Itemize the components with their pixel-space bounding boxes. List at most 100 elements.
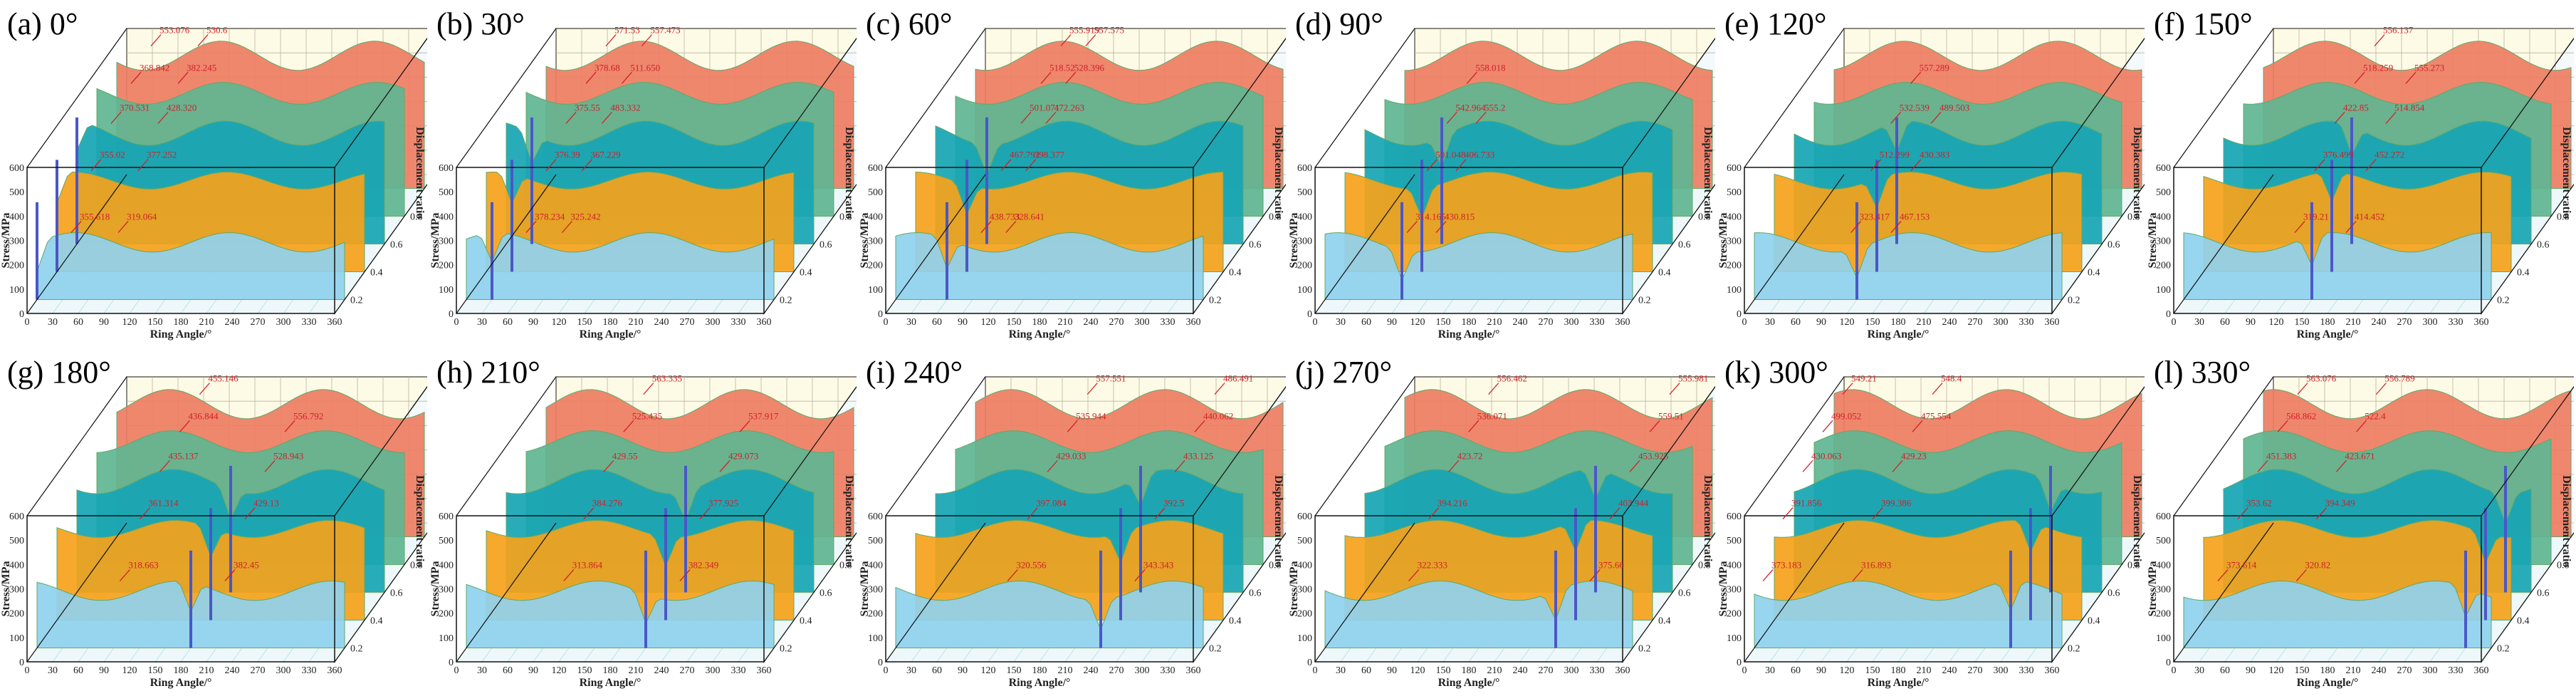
chart-svg: 0 30 60 90 120 150 180 210 240 270 300 330 360 0 100 20… bbox=[859, 6, 1286, 341]
peak-arrow bbox=[525, 221, 537, 233]
stress-surface-layer-1 bbox=[2183, 580, 2492, 648]
x-tick-label: 180 bbox=[1462, 665, 1477, 676]
depth-edge bbox=[2173, 174, 2274, 314]
peak-arrow bbox=[1468, 420, 1480, 432]
x-tick-label: 330 bbox=[2019, 665, 2034, 676]
peak-arrow bbox=[2315, 507, 2327, 520]
x-tick-label: 300 bbox=[1994, 665, 2009, 676]
peak-arrow bbox=[224, 569, 236, 581]
stress-surface-layer-2 bbox=[1774, 172, 2083, 272]
z-tick-label: 0.6 bbox=[1678, 240, 1691, 251]
y-axis-label: Stress/MPa bbox=[859, 561, 871, 617]
x-tick-label: 210 bbox=[629, 317, 644, 328]
x-tick-label: 30 bbox=[477, 665, 487, 676]
peak-value-label: 375.55 bbox=[575, 102, 600, 113]
peak-arrow bbox=[2374, 34, 2385, 47]
peak-arrow bbox=[1930, 111, 1942, 124]
peak-value-label: 343.343 bbox=[1143, 560, 1173, 571]
y-tick-label: 200 bbox=[1727, 609, 1742, 620]
y-tick-label: 600 bbox=[9, 163, 24, 174]
peak-value-label: 555.2 bbox=[1485, 102, 1505, 113]
z-tick-label: 0.2 bbox=[2068, 296, 2080, 306]
y-tick-label: 0 bbox=[1737, 658, 1742, 668]
y-tick-label: 500 bbox=[2156, 536, 2171, 546]
y-tick-label: 400 bbox=[9, 560, 24, 571]
peak-value-label: 430.383 bbox=[1920, 150, 1949, 160]
peak-arrow bbox=[545, 159, 557, 172]
z-tick-label: 0.8 bbox=[1698, 561, 1711, 571]
x-tick-label: 0 bbox=[884, 665, 889, 676]
peak-arrow bbox=[1850, 221, 1862, 233]
peak-arrow bbox=[1649, 420, 1660, 432]
peak-arrow bbox=[139, 507, 150, 520]
peak-arrow bbox=[1040, 71, 1052, 84]
y-tick-label: 600 bbox=[1727, 511, 1742, 522]
peak-value-label: 571.53 bbox=[614, 25, 640, 36]
peak-arrow bbox=[1910, 159, 1922, 172]
stress-surface-layer-1 bbox=[1754, 581, 2063, 648]
x-tick-label: 240 bbox=[1942, 665, 1957, 676]
x-tick-label: 60 bbox=[1361, 665, 1371, 676]
peak-arrow bbox=[2405, 71, 2417, 84]
panel-title: (d) 90° bbox=[1295, 6, 1383, 41]
stress-surface-layer-1 bbox=[466, 581, 775, 648]
x-tick-label: 0 bbox=[1742, 317, 1747, 328]
peak-value-label: 553.076 bbox=[159, 25, 190, 36]
depth-edge bbox=[1193, 531, 1286, 663]
x-tick-label: 30 bbox=[2194, 665, 2204, 676]
peak-arrow bbox=[1842, 383, 1853, 395]
x-tick-label: 0 bbox=[2172, 665, 2177, 676]
peak-value-label: 522.4 bbox=[2365, 410, 2386, 421]
y-tick-label: 500 bbox=[439, 536, 454, 546]
z-tick-label: 0.6 bbox=[390, 588, 403, 599]
x-tick-label: 240 bbox=[225, 665, 240, 676]
depth-edge bbox=[2481, 37, 2574, 168]
peak-value-label: 501.048 bbox=[1435, 150, 1465, 160]
peak-value-label: 367.229 bbox=[590, 150, 620, 160]
panel-title: (b) 30° bbox=[436, 6, 525, 41]
y-tick-label: 400 bbox=[1297, 212, 1312, 222]
peak-arrow bbox=[565, 111, 577, 124]
peak-arrow bbox=[2314, 159, 2325, 172]
peak-arrow bbox=[679, 569, 691, 581]
depth-edge bbox=[334, 531, 427, 663]
peak-arrow bbox=[1005, 221, 1017, 233]
z-tick-label: 0.4 bbox=[2088, 616, 2100, 627]
z-tick-label: 0.8 bbox=[410, 561, 423, 571]
x-tick-label: 60 bbox=[2220, 317, 2230, 328]
x-tick-label: 300 bbox=[2423, 665, 2438, 676]
y-tick-label: 100 bbox=[1727, 285, 1742, 296]
peak-value-label: 559.51 bbox=[1658, 410, 1684, 421]
x-tick-label: 270 bbox=[251, 665, 266, 676]
peak-arrow bbox=[2375, 383, 2387, 395]
y-tick-label: 400 bbox=[868, 560, 883, 571]
z-axis-label: Displacement ratio bbox=[2560, 127, 2572, 219]
x-axis-label: Ring Angle/° bbox=[150, 328, 212, 341]
y-tick-label: 500 bbox=[1727, 187, 1742, 198]
peak-arrow bbox=[1134, 569, 1146, 581]
peak-arrow bbox=[1870, 159, 1882, 172]
peak-arrow bbox=[179, 420, 190, 432]
peak-arrow bbox=[1912, 420, 1923, 432]
y-tick-label: 500 bbox=[439, 187, 454, 198]
x-tick-label: 90 bbox=[2246, 665, 2256, 676]
x-tick-label: 210 bbox=[1487, 317, 1502, 328]
y-tick-label: 200 bbox=[1727, 261, 1742, 271]
peak-value-label: 361.314 bbox=[148, 498, 179, 509]
peak-arrow bbox=[2355, 420, 2367, 432]
x-tick-label: 120 bbox=[122, 317, 137, 328]
z-tick-label: 0.8 bbox=[2557, 561, 2570, 571]
x-tick-label: 300 bbox=[1564, 317, 1579, 328]
z-axis-label: Displacement ratio bbox=[1272, 127, 1284, 219]
peak-value-label: 557.289 bbox=[1920, 62, 1949, 73]
peak-value-label: 483.332 bbox=[610, 102, 640, 113]
chart-panel-11: 0 30 60 90 120 150 180 210 240 270 300 330 360 0 100 20… bbox=[1717, 348, 2145, 696]
peak-value-label: 325.242 bbox=[570, 212, 600, 222]
chart-panel-10: 0 30 60 90 120 150 180 210 240 270 300 330 360 0 100 20… bbox=[1288, 348, 1715, 696]
peak-arrow bbox=[1426, 159, 1438, 172]
z-tick-label: 0.6 bbox=[2537, 588, 2550, 599]
y-tick-label: 300 bbox=[2156, 585, 2171, 596]
x-tick-label: 300 bbox=[2423, 317, 2438, 328]
peak-value-label: 320.82 bbox=[2305, 560, 2330, 571]
x-tick-label: 30 bbox=[906, 665, 916, 676]
